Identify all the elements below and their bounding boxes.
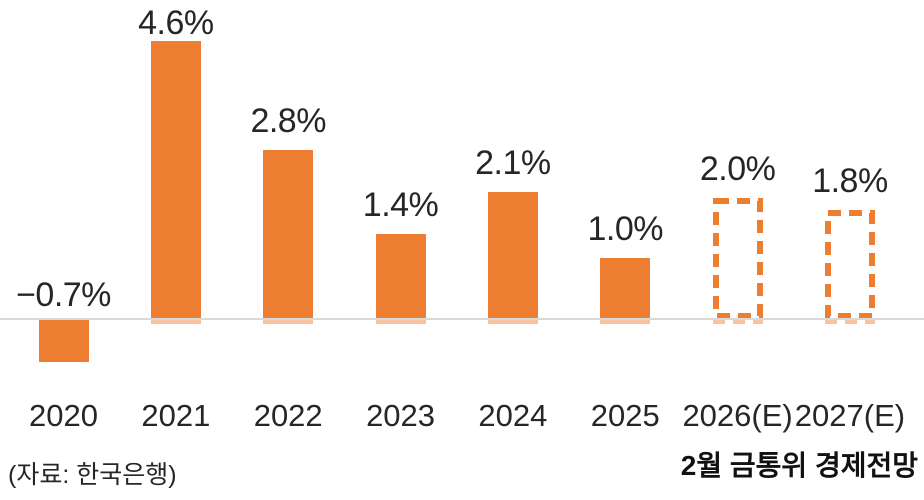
value-label-2027e: 1.8%: [812, 162, 888, 200]
x-axis-label-2025: 2025: [590, 398, 660, 433]
source-note: (자료: 한국은행): [8, 461, 177, 489]
bar-column-2025: 1.0% 2025: [569, 0, 681, 500]
forecast-bar-2027e: [824, 210, 875, 319]
x-axis-label-2026e: 2026(E): [682, 398, 793, 433]
bar-base-stub: [150, 320, 201, 324]
x-axis-label-2024: 2024: [478, 398, 548, 433]
x-axis-label-2021: 2021: [141, 398, 211, 433]
value-label-2026e: 2.0%: [699, 150, 776, 188]
bar-base-stub: [600, 320, 651, 324]
bar-base-stub: [712, 320, 763, 324]
x-axis-label-2020: 2020: [29, 398, 98, 433]
bar-column-2027e: 1.8% 2027(E): [794, 0, 906, 500]
value-label-2022: 2.8%: [250, 102, 326, 140]
bar-column-2022: 2.8% 2022: [232, 0, 344, 500]
bar-base-stub: [375, 320, 426, 324]
bar-base-stub: [824, 320, 875, 324]
bar-column-2024: 2.1% 2024: [457, 0, 569, 500]
x-axis-label-2027e: 2027(E): [794, 398, 906, 433]
value-label-2023: 1.4%: [362, 186, 439, 224]
footer-annotation: 2월 금통위 경제전망: [680, 450, 918, 481]
value-label-2020: −0.7%: [16, 276, 111, 314]
bar-column-2026e: 2.0% 2026(E): [682, 0, 794, 500]
bar-column-2021: 4.6% 2021: [120, 0, 232, 500]
value-label-2021: 4.6%: [138, 4, 214, 42]
value-label-2024: 2.1%: [475, 144, 551, 182]
bar-base-stub: [263, 320, 314, 324]
x-axis-label-2022: 2022: [253, 398, 323, 433]
forecast-bar-2026e: [712, 198, 763, 319]
bar-2020: [38, 320, 89, 362]
bar-base-stub: [487, 320, 538, 324]
x-axis-line: [0, 318, 924, 320]
bar-column-2020: −0.7% 2020: [8, 0, 120, 500]
bar-2024: [487, 192, 538, 319]
bar-2023: [375, 234, 426, 319]
bar-2025: [600, 258, 651, 319]
value-label-2025: 1.0%: [587, 210, 664, 248]
bar-column-2023: 1.4% 2023: [345, 0, 457, 500]
bar-2022: [263, 150, 314, 319]
x-axis-label-2023: 2023: [366, 398, 436, 433]
bar-2021: [150, 41, 201, 319]
